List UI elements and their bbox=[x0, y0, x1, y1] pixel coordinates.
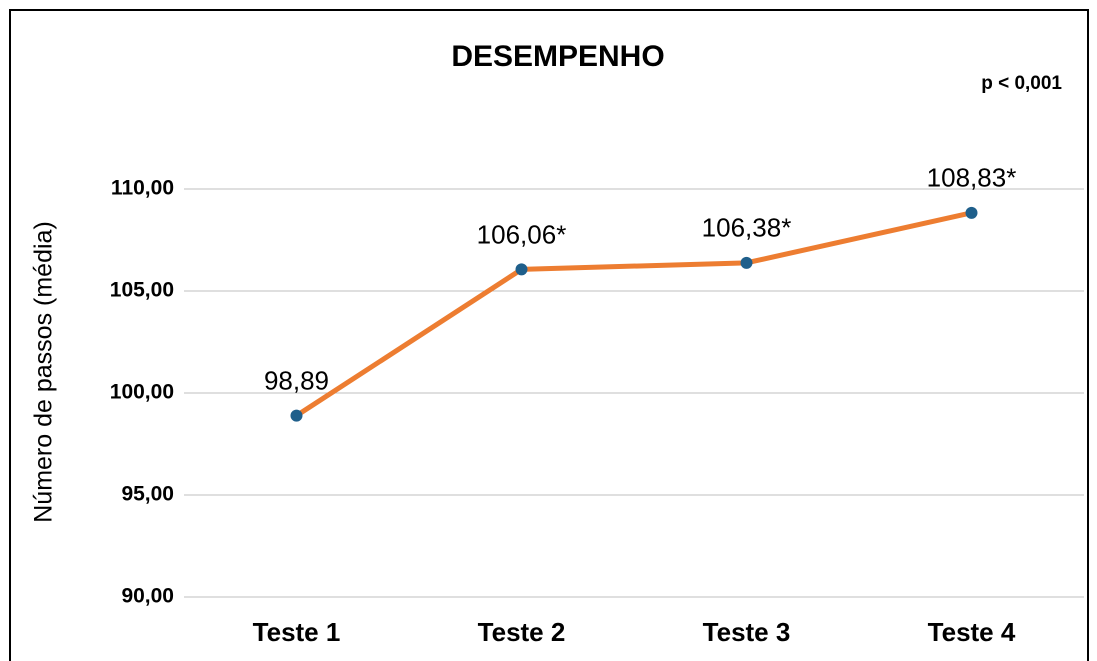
x-tick-label: Teste 2 bbox=[478, 617, 566, 647]
y-tick-label: 105,00 bbox=[110, 279, 174, 302]
y-tick-label: 100,00 bbox=[110, 381, 174, 404]
data-label: 108,83* bbox=[927, 163, 1017, 193]
marker bbox=[515, 263, 528, 276]
marker bbox=[965, 206, 978, 219]
chart-title: DESEMPENHO bbox=[451, 40, 664, 73]
y-axis-label: Número de passos (média) bbox=[30, 221, 58, 523]
marker bbox=[290, 409, 303, 422]
y-tick-label: 95,00 bbox=[121, 483, 174, 506]
marker bbox=[740, 256, 753, 269]
data-label: 106,38* bbox=[702, 213, 792, 243]
x-tick-label: Teste 4 bbox=[928, 617, 1016, 647]
y-tick-label: 110,00 bbox=[111, 177, 174, 200]
data-label: 98,89 bbox=[264, 366, 329, 396]
x-tick-label: Teste 3 bbox=[703, 617, 791, 647]
chart-frame bbox=[9, 9, 1089, 661]
x-tick-label: Teste 1 bbox=[253, 617, 341, 647]
data-label: 106,06* bbox=[477, 219, 567, 249]
y-tick-label: 90,00 bbox=[121, 585, 174, 608]
annotation: p < 0,001 bbox=[981, 73, 1062, 94]
line bbox=[295, 210, 973, 418]
